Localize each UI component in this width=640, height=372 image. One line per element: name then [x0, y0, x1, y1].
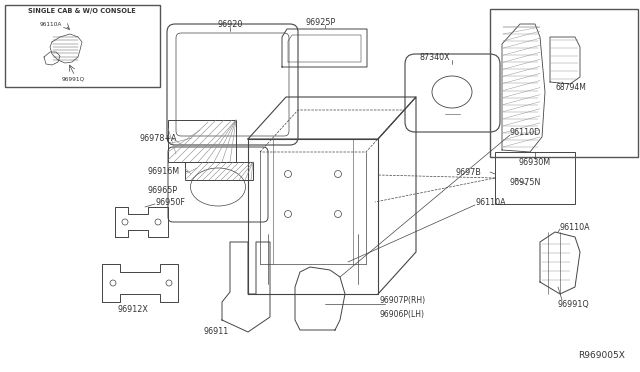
Bar [490, 9, 638, 157]
Text: 96991Q: 96991Q [62, 77, 85, 81]
Text: 96950F: 96950F [155, 198, 185, 206]
Text: 96110D: 96110D [510, 128, 541, 137]
Text: 96110A: 96110A [40, 22, 62, 26]
Text: 68794M: 68794M [555, 83, 586, 92]
Text: 96975N: 96975N [510, 177, 541, 186]
Text: 96911: 96911 [204, 327, 229, 337]
Bar [5, 5, 160, 87]
Text: 96920: 96920 [218, 19, 243, 29]
Text: 96925P: 96925P [305, 17, 335, 26]
Text: 96965P: 96965P [148, 186, 178, 195]
Bar [168, 120, 236, 162]
Text: 87340X: 87340X [420, 52, 451, 61]
Text: 96907P(RH): 96907P(RH) [380, 295, 426, 305]
Bar [495, 152, 575, 204]
Text: SINGLE CAB & W/O CONSOLE: SINGLE CAB & W/O CONSOLE [28, 8, 136, 14]
Text: 96110A: 96110A [560, 222, 591, 231]
Text: 9697B: 9697B [455, 167, 481, 176]
Bar [185, 162, 253, 180]
Text: 96912X: 96912X [118, 305, 149, 314]
Text: 96930M: 96930M [519, 157, 551, 167]
Text: 96916M: 96916M [148, 167, 180, 176]
Text: 96906P(LH): 96906P(LH) [380, 310, 425, 318]
Text: 96991Q: 96991Q [557, 299, 589, 308]
Text: R969005X: R969005X [578, 351, 625, 360]
Text: 96978+A: 96978+A [140, 134, 177, 142]
Text: 96110A: 96110A [475, 198, 506, 206]
